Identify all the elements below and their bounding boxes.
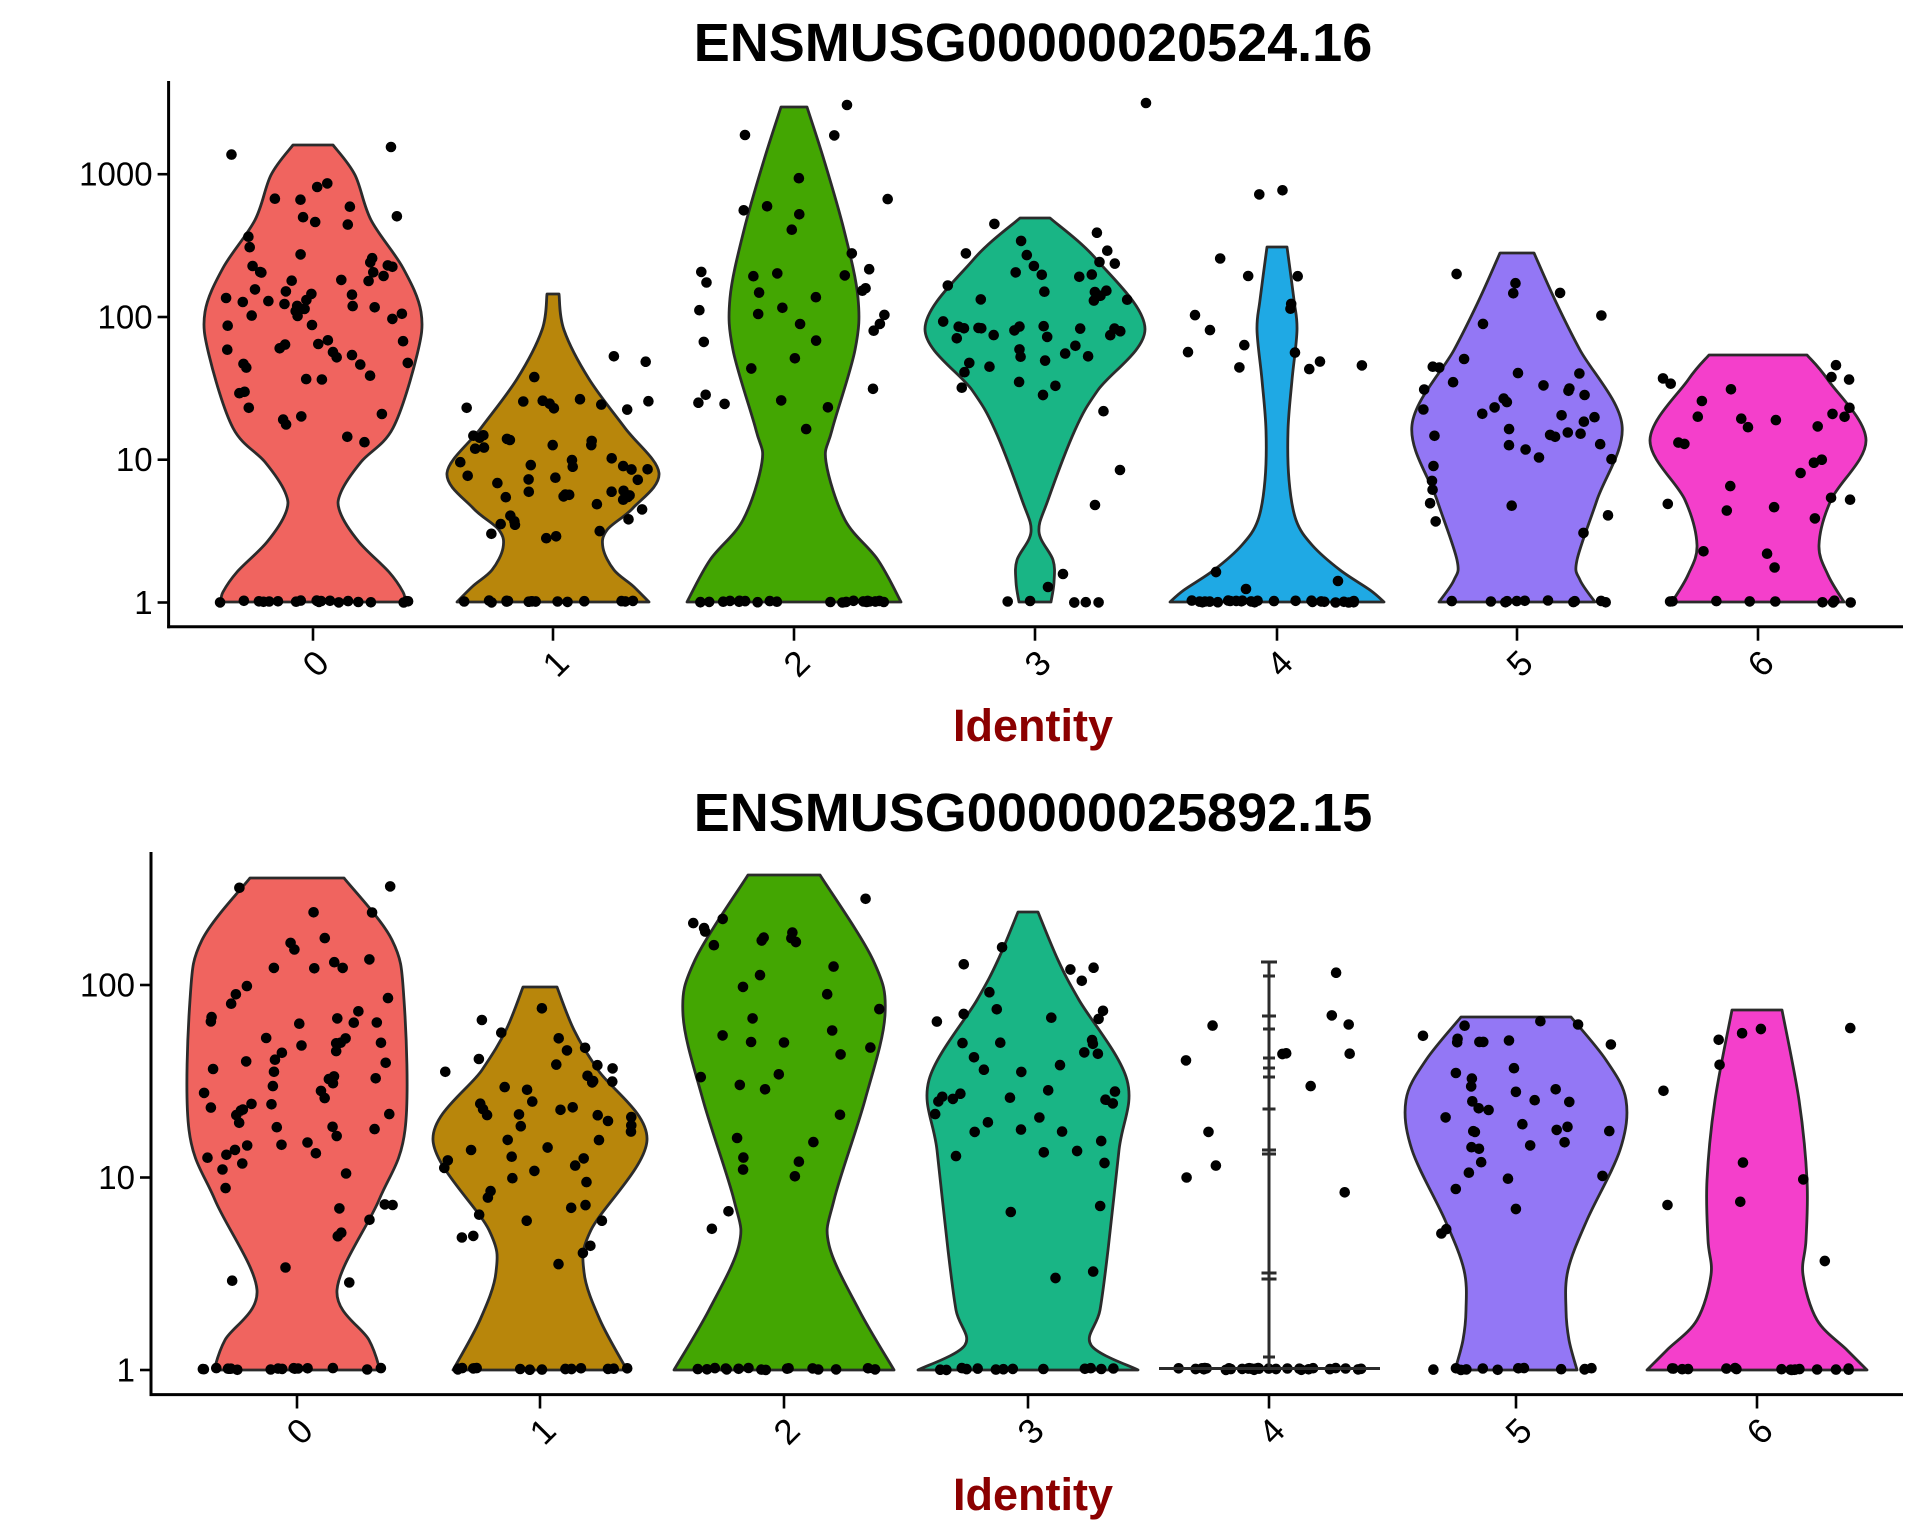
svg-text:100: 100	[80, 967, 135, 1004]
svg-text:Identity: Identity	[953, 700, 1113, 751]
svg-text:1: 1	[117, 1352, 135, 1389]
svg-text:10: 10	[98, 1159, 135, 1196]
svg-text:Identity: Identity	[953, 1469, 1113, 1520]
svg-text:1: 1	[134, 584, 152, 621]
svg-text:1000: 1000	[79, 156, 152, 193]
svg-text:10: 10	[116, 441, 153, 478]
svg-text:ENSMUSG00000020524.16: ENSMUSG00000020524.16	[694, 13, 1372, 73]
svg-text:100: 100	[98, 299, 153, 336]
svg-text:ENSMUSG00000025892.15: ENSMUSG00000025892.15	[694, 783, 1372, 843]
